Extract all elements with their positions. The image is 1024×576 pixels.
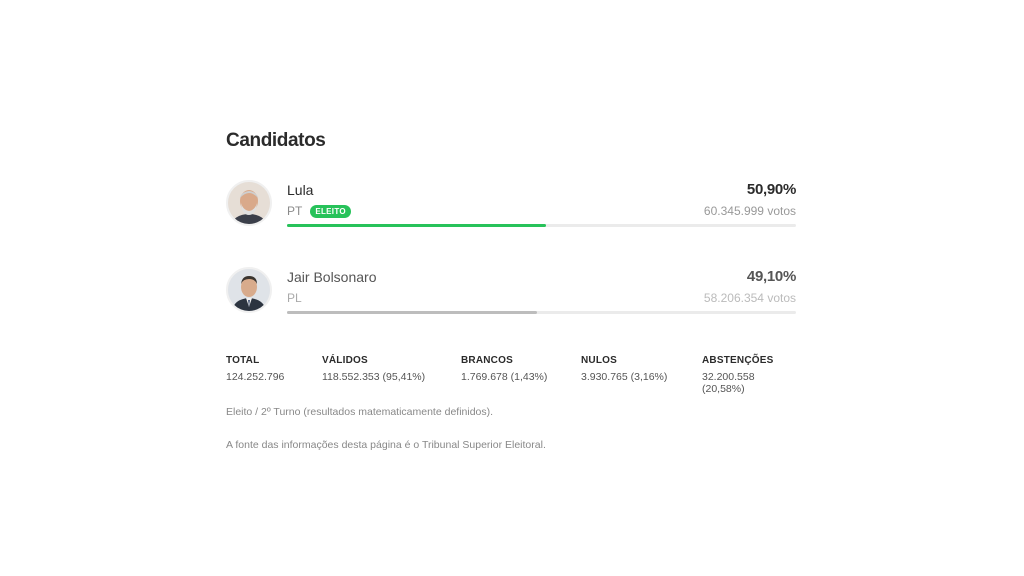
vote-stats: TOTAL 124.252.796 VÁLIDOS 118.552.353 (9… — [226, 355, 796, 395]
stat-label: BRANCOS — [461, 355, 513, 366]
section-title: Candidatos — [226, 130, 326, 151]
candidate-votes: 60.345.999 votos — [703, 204, 796, 218]
avatar-bolsonaro — [226, 267, 272, 313]
stat-value: 3.930.765 (3,16%) — [581, 371, 668, 383]
candidate-name: Lula — [287, 182, 314, 198]
stat-brancos: BRANCOS 1.769.678 (1,43%) — [461, 355, 547, 383]
status-note: Eleito / 2º Turno (resultados matematica… — [226, 406, 494, 418]
candidate-percent: 49,10% — [746, 268, 796, 285]
stat-value: 118.552.353 (95,41%) — [322, 371, 426, 383]
vote-bar-track — [287, 311, 796, 314]
party-label: PT — [287, 204, 303, 218]
elected-badge: ELEITO — [310, 204, 351, 218]
stat-total: TOTAL 124.252.796 — [226, 355, 284, 383]
stat-label: TOTAL — [226, 355, 260, 366]
avatar-lula — [226, 180, 272, 226]
vote-bar-track — [287, 224, 796, 227]
candidate-name: Jair Bolsonaro — [287, 269, 377, 285]
candidate-row-bolsonaro: Jair Bolsonaro PL 49,10% 58.206.354 voto… — [226, 267, 796, 319]
stat-nulos: NULOS 3.930.765 (3,16%) — [581, 355, 667, 383]
candidate-row-lula: Lula PT ELEITO 50,90% 60.345.999 votos — [226, 180, 796, 232]
candidate-percent: 50,90% — [746, 181, 796, 198]
source-note: A fonte das informações desta página é o… — [226, 439, 546, 451]
stat-validos: VÁLIDOS 118.552.353 (95,41%) — [322, 355, 425, 383]
candidate-party: PL — [287, 291, 302, 305]
stat-abstencoes: ABSTENÇÕES 32.200.558 (20,58%) — [702, 355, 796, 395]
party-label: PL — [287, 291, 302, 305]
stat-value: 124.252.796 — [226, 371, 285, 383]
stat-value: 1.769.678 (1,43%) — [461, 371, 548, 383]
candidate-votes: 58.206.354 votos — [703, 291, 796, 305]
vote-bar-fill — [287, 311, 537, 314]
stat-label: ABSTENÇÕES — [702, 355, 774, 366]
vote-bar-fill — [287, 224, 547, 227]
stat-label: VÁLIDOS — [322, 355, 368, 366]
stat-label: NULOS — [581, 355, 617, 366]
candidate-party: PT ELEITO — [287, 204, 351, 218]
stat-value: 32.200.558 (20,58%) — [702, 371, 755, 395]
